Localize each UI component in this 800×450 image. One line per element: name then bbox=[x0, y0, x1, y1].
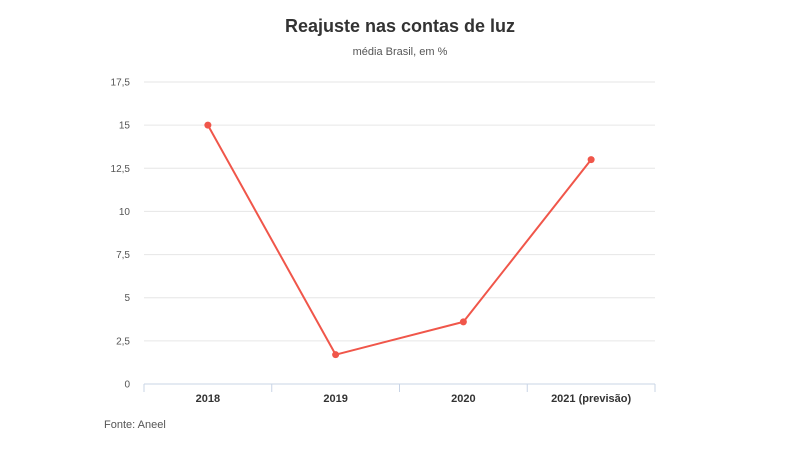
data-point[interactable] bbox=[587, 156, 595, 164]
chart-subtitle: média Brasil, em % bbox=[352, 46, 448, 58]
y-tick-label: 12,5 bbox=[111, 164, 131, 175]
y-axis-ticks: 0 2,5 5 7,5 10 12,5 15 17,5 bbox=[111, 78, 131, 391]
x-axis bbox=[143, 383, 656, 392]
y-tick-label: 17,5 bbox=[111, 78, 131, 89]
y-tick-label: 5 bbox=[124, 293, 130, 304]
x-tick-label: 2020 bbox=[451, 393, 475, 405]
y-tick-label: 7,5 bbox=[116, 250, 130, 261]
y-tick-label: 2,5 bbox=[116, 336, 130, 347]
y-tick-label: 10 bbox=[119, 207, 131, 218]
data-point[interactable] bbox=[332, 351, 340, 359]
data-point[interactable] bbox=[204, 121, 212, 129]
data-point[interactable] bbox=[459, 318, 467, 326]
chart-title: Reajuste nas contas de luz bbox=[284, 16, 516, 36]
x-tick-label: 2019 bbox=[323, 393, 347, 405]
series-line bbox=[207, 124, 592, 356]
y-tick-label: 15 bbox=[119, 121, 131, 132]
y-tick-label: 0 bbox=[124, 380, 130, 391]
gridlines bbox=[144, 81, 655, 342]
source-note: Fonte: Aneel bbox=[104, 419, 166, 431]
x-tick-label: 2018 bbox=[196, 393, 220, 405]
x-tick-label: 2021 (previsão) bbox=[551, 393, 631, 405]
x-axis-ticks: 2018 2019 2020 2021 (previsão) bbox=[196, 393, 632, 405]
series bbox=[204, 121, 595, 359]
